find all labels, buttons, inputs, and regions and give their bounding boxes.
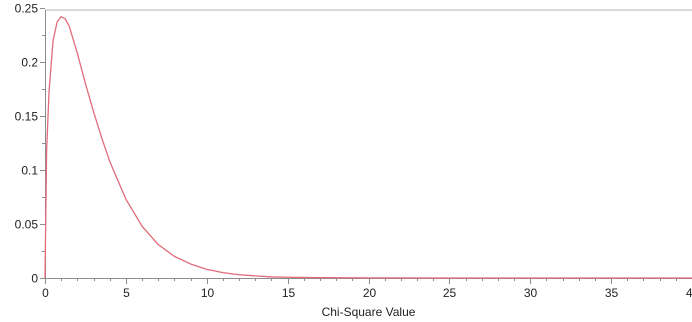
y-tick-label: 0.25 bbox=[15, 2, 39, 16]
x-tick-label: 5 bbox=[123, 286, 130, 300]
x-axis-title: Chi-Square Value bbox=[322, 305, 416, 319]
x-tick-label: 30 bbox=[524, 286, 538, 300]
series-layer bbox=[44, 15, 692, 279]
y-tick-label: 0 bbox=[31, 272, 38, 286]
x-tick-label: 15 bbox=[282, 286, 296, 300]
y-tick-label: 0.1 bbox=[21, 164, 38, 178]
y-tick-label: 0.15 bbox=[15, 110, 39, 124]
x-tick-label: 0 bbox=[42, 286, 49, 300]
x-tick-label: 10 bbox=[201, 286, 215, 300]
x-axis-ticks: 0 5 10 15 20 25 30 35 40 bbox=[42, 278, 692, 300]
plot-frame bbox=[45, 9, 692, 279]
density-curve-line bbox=[44, 15, 692, 279]
x-tick-label: 40 bbox=[686, 286, 692, 300]
x-tick-label: 25 bbox=[443, 286, 457, 300]
x-tick-label: 35 bbox=[605, 286, 619, 300]
x-tick-label: 20 bbox=[363, 286, 377, 300]
y-tick-label: 0.05 bbox=[15, 218, 39, 232]
y-axis-ticks: 0 0.05 0.1 0.15 0.2 0.25 bbox=[15, 2, 45, 286]
y-tick-label: 0.2 bbox=[21, 56, 38, 70]
